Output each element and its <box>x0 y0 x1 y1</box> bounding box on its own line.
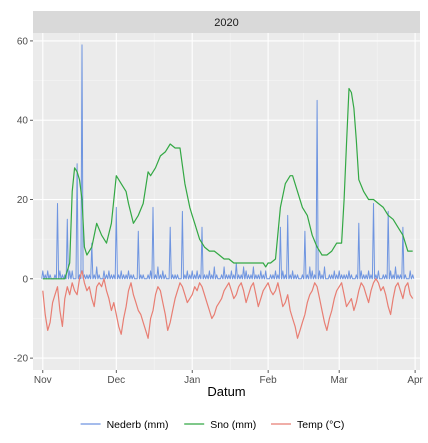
legend-label: Nederb (mm) <box>107 419 169 431</box>
series <box>42 87 413 280</box>
legend-item: Temp (°C) <box>271 419 344 431</box>
series-layer <box>41 44 415 339</box>
x-tick-label: Apr <box>407 375 423 386</box>
facet-strip <box>33 11 420 33</box>
facet-label: 2020 <box>214 17 238 29</box>
grid-minor <box>33 33 420 370</box>
series <box>42 270 414 339</box>
axis-layer: -20 0 20 40 60 Nov Dec Jan Feb Mar Apr <box>14 36 424 386</box>
legend-item: Sno (mm) <box>184 419 256 431</box>
x-tick-label: Jan <box>184 375 200 386</box>
x-tick-label: Nov <box>34 375 52 386</box>
y-tick-label: 20 <box>17 195 29 206</box>
series-line <box>42 270 414 339</box>
legend: Nederb (mm) Sno (mm) Temp (°C) <box>80 419 344 431</box>
y-tick-label: 60 <box>17 36 29 47</box>
series-line <box>41 44 415 280</box>
plot-panel <box>33 33 420 370</box>
series <box>41 44 415 280</box>
legend-item: Nederb (mm) <box>80 419 169 431</box>
y-tick-label: 0 <box>22 274 28 285</box>
x-tick-label: Mar <box>331 375 349 386</box>
legend-label: Sno (mm) <box>210 419 256 431</box>
y-tick-label: -20 <box>14 354 29 365</box>
x-tick-label: Dec <box>107 375 125 386</box>
y-tick-label: 40 <box>17 116 29 127</box>
legend-label: Temp (°C) <box>297 419 344 431</box>
x-tick-label: Feb <box>260 375 278 386</box>
x-axis-title: Datum <box>207 384 245 399</box>
series-line <box>42 87 413 280</box>
